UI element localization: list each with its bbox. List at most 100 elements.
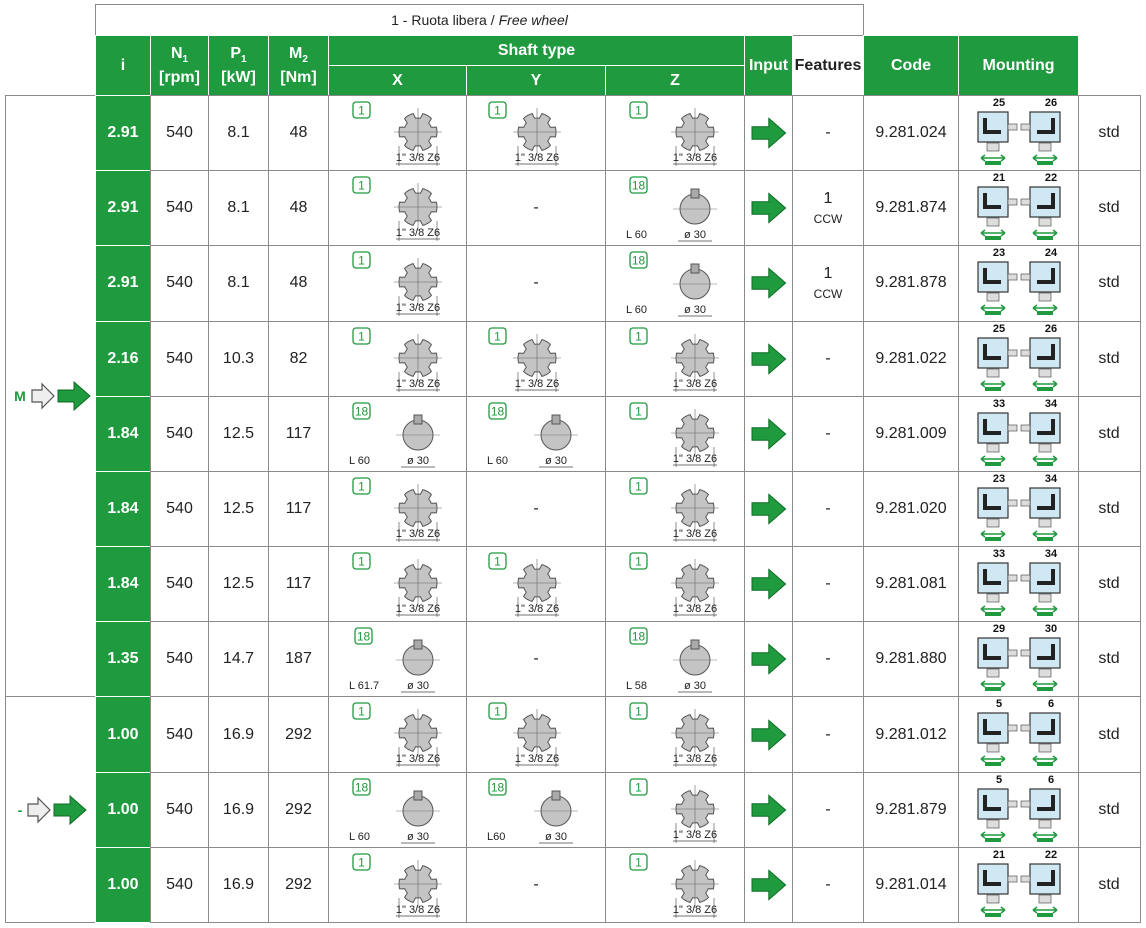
mount-arrow — [1032, 906, 1058, 914]
badge-box — [629, 552, 648, 570]
shaft-y: - — [466, 470, 606, 548]
ratio-cell: 2.91 — [95, 170, 151, 247]
mount-box — [1029, 336, 1061, 369]
badge-number: 1 — [635, 780, 642, 794]
mount-shaft — [1007, 274, 1018, 281]
shaft-length: L 58 — [626, 680, 647, 692]
m2: 117 — [285, 575, 312, 593]
symbol: P — [230, 45, 242, 63]
input-icon — [751, 117, 786, 149]
badge-box — [352, 702, 371, 721]
mount-shaft — [1007, 649, 1018, 657]
note: std — [1098, 499, 1120, 517]
mount-gear — [983, 869, 1001, 886]
badge-number: 18 — [632, 254, 646, 268]
mount-shaft — [1007, 800, 1018, 807]
m2-cell: 117 — [268, 395, 329, 472]
p1-cell: 16.9 — [208, 771, 269, 848]
p1: 16.9 — [222, 875, 255, 893]
p1: 10.3 — [222, 349, 255, 367]
header-input: Input — [744, 35, 793, 96]
mount-gear — [983, 719, 1001, 736]
header-text: Z — [670, 72, 680, 89]
spline-label: 1" 3/8 Z6 — [673, 453, 717, 465]
mount-box — [1029, 487, 1061, 519]
shaft-x: 1 1" 3/8 Z6 — [328, 245, 467, 322]
ratio-cell: 1.00 — [95, 696, 151, 773]
mount-shaft — [1007, 725, 1018, 732]
n1: 540 — [166, 575, 193, 593]
mount-foot — [985, 762, 1001, 767]
mount-base — [986, 293, 1000, 302]
shaft-x: 1 1" 3/8 Z6 — [328, 546, 467, 623]
note: std — [1098, 575, 1120, 593]
badge-box — [352, 402, 371, 420]
spline-label: 1" 3/8 Z6 — [396, 904, 440, 916]
mount-base — [1038, 518, 1052, 528]
badge-box — [629, 627, 648, 645]
p1-cell: 10.3 — [208, 320, 269, 397]
mounting-cell: 33 34 — [958, 546, 1079, 623]
badge-box — [352, 176, 371, 194]
ratio-cell: 2.16 — [95, 320, 151, 397]
mount-box — [1029, 261, 1061, 293]
mount-number: 34 — [1045, 398, 1058, 410]
drawing: 18 L 60 ø 30 — [626, 251, 717, 317]
shaft-x: 1 1" 3/8 Z6 — [328, 95, 467, 172]
badge-number: 1 — [635, 705, 642, 719]
input-icon — [751, 417, 786, 450]
m2-cell: 48 — [268, 245, 329, 322]
badge-number: 18 — [355, 780, 369, 794]
drawing: 1 1" 3/8 Z6 — [629, 777, 719, 843]
m2: 292 — [285, 875, 312, 893]
spline-label: 1" 3/8 Z6 — [673, 603, 717, 615]
mounting-cell: 23 34 — [958, 470, 1079, 548]
features-cell: - — [792, 696, 864, 773]
green-arrow — [751, 342, 786, 375]
mount-number: 34 — [1045, 473, 1058, 485]
badge-box — [352, 326, 371, 345]
mount-number: 34 — [1045, 548, 1058, 560]
ratio: 1.84 — [107, 424, 139, 442]
m2: 48 — [289, 199, 308, 217]
input-cell — [744, 320, 793, 397]
badge-box — [488, 777, 507, 796]
note-cell: std — [1078, 846, 1141, 923]
ratio: 1.84 — [107, 499, 139, 517]
shaft-z: 1 1" 3/8 Z6 — [605, 846, 745, 923]
drawing: 1 1" 3/8 Z6 — [488, 101, 561, 166]
note: std — [1098, 274, 1120, 292]
mount-shaft — [1020, 875, 1031, 883]
drawing: 1 1" 3/8 Z6 — [629, 326, 719, 392]
badge-box — [352, 853, 371, 871]
input-icon — [751, 342, 786, 375]
n1-cell: 540 — [150, 245, 209, 322]
shaft-length: L 60 — [626, 229, 647, 241]
ratio: 2.91 — [107, 274, 139, 292]
code-cell: 9.281.081 — [863, 546, 959, 623]
mount-gear — [983, 268, 1001, 285]
p1: 16.9 — [222, 725, 255, 743]
badge-number: 1 — [635, 404, 642, 418]
input-cell — [744, 771, 793, 848]
n1-cell: 540 — [150, 696, 209, 773]
drawing: 1 1" 3/8 Z6 — [352, 552, 442, 618]
mounting-cell: 25 26 — [958, 95, 1079, 172]
mount-arrow — [1032, 755, 1058, 764]
code-cell: 9.281.014 — [863, 846, 959, 923]
code: 9.281.022 — [875, 349, 947, 367]
p1: 16.9 — [222, 800, 255, 818]
mount-box — [977, 562, 1009, 594]
drawing: 1 1" 3/8 Z6 — [488, 552, 561, 618]
mount-shaft — [1007, 875, 1018, 883]
shaft-z: 1 1" 3/8 Z6 — [605, 546, 745, 623]
p1-cell: 16.9 — [208, 846, 269, 923]
key — [551, 790, 561, 801]
code: 9.281.081 — [875, 575, 947, 593]
code: 9.281.879 — [875, 800, 947, 818]
hollow-arrow — [31, 382, 55, 410]
code-cell: 9.281.020 — [863, 470, 959, 548]
ratio: 1.00 — [107, 800, 139, 818]
